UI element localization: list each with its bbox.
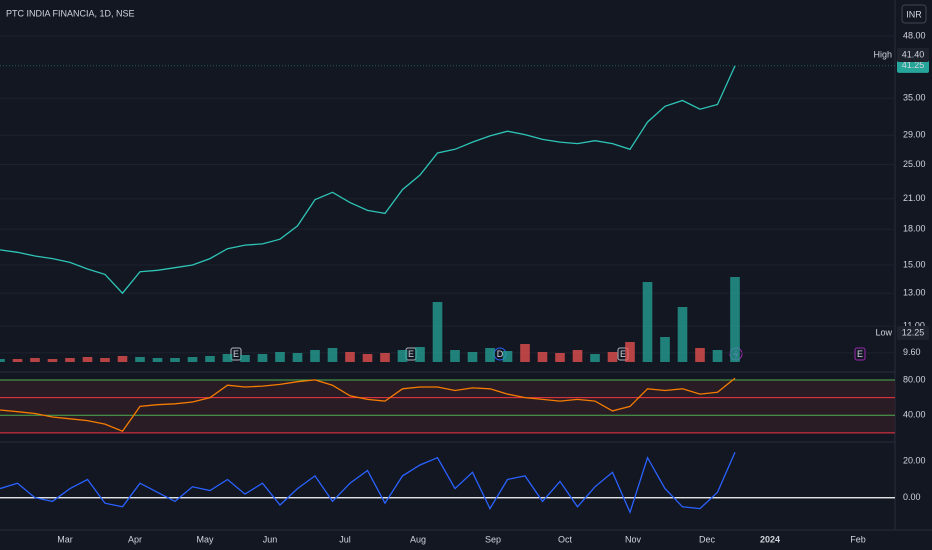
volume-bar — [117, 356, 128, 362]
marker-box — [897, 48, 929, 62]
volume-bar — [677, 307, 688, 362]
x-tick-label: Jul — [339, 534, 351, 544]
last-price-label: 41.25 — [902, 60, 925, 70]
volume-bar — [65, 358, 75, 362]
volume-bar — [0, 359, 5, 362]
volume-bar — [292, 353, 303, 362]
volume-bar — [30, 358, 40, 362]
currency-box[interactable] — [901, 4, 927, 24]
y-tick-label: 13.00 — [903, 288, 926, 298]
event-label[interactable]: E — [408, 349, 414, 359]
volume-bar — [520, 344, 530, 362]
x-tick-label: 2024 — [760, 534, 780, 544]
y-tick-label: 21.00 — [903, 193, 926, 203]
volume-bar — [590, 354, 600, 362]
volume-bar — [642, 282, 653, 362]
volume-bar — [47, 359, 58, 362]
y-tick-label: 15.00 — [903, 259, 926, 269]
volume-bar — [625, 342, 635, 362]
rsi-band — [0, 379, 895, 433]
price-line — [0, 65, 736, 295]
volume-bar — [100, 358, 110, 362]
volume-bar — [712, 350, 723, 362]
volume-bar — [82, 357, 93, 362]
chart-title: PTC INDIA FINANCIA, 1D, NSE — [6, 8, 135, 18]
volume-bar — [502, 351, 513, 362]
marker-name: Low — [875, 327, 892, 337]
marker-value: 12.25 — [902, 327, 925, 337]
volume-bar — [695, 348, 705, 362]
event-label[interactable]: D — [497, 349, 504, 359]
y-tick-label: 40.00 — [903, 410, 926, 420]
volume-bar — [730, 277, 740, 362]
event-box[interactable] — [854, 347, 866, 361]
rsi-line — [0, 377, 736, 432]
y-tick-label: 20.00 — [903, 456, 926, 466]
y-tick-label: 11.00 — [903, 320, 925, 330]
volume-bar — [327, 348, 338, 362]
currency[interactable]: INR — [906, 9, 922, 19]
event-label[interactable]: E — [233, 349, 239, 359]
volume-bar — [572, 350, 583, 362]
y-tick-label: 0.00 — [903, 492, 921, 502]
x-tick-label: Sep — [485, 534, 501, 544]
volume-bar — [152, 358, 163, 362]
volume-bar — [380, 353, 390, 362]
volume-bar — [397, 350, 408, 362]
oscillator-line — [0, 452, 736, 515]
x-tick-label: May — [196, 534, 214, 544]
x-tick-label: Jun — [263, 534, 278, 544]
x-tick-label: Feb — [850, 534, 866, 544]
marker-name: High — [873, 49, 892, 59]
volume-bar — [467, 352, 478, 362]
volume-bar — [170, 358, 180, 362]
volume-bar — [555, 353, 565, 362]
volume-bar — [310, 350, 320, 362]
volume-bar — [660, 337, 670, 362]
y-tick-label: 18.00 — [903, 223, 926, 233]
x-tick-label: Nov — [625, 534, 642, 544]
volume-bar — [12, 359, 23, 362]
marker-value: 41.40 — [902, 49, 925, 59]
x-tick-label: Oct — [558, 534, 573, 544]
volume-bar — [135, 357, 145, 362]
volume-bar — [187, 357, 198, 362]
last-price-box — [897, 58, 929, 73]
y-tick-label: 35.00 — [903, 93, 926, 103]
volume-bar — [257, 354, 268, 362]
volume-bar — [205, 356, 215, 362]
volume-bar — [415, 347, 425, 362]
volume-bar — [222, 354, 233, 362]
volume-bar — [485, 348, 495, 362]
y-tick-label: 9.60 — [903, 347, 921, 357]
x-tick-label: Mar — [57, 534, 73, 544]
volume-bar — [275, 352, 285, 362]
y-tick-label: 80.00 — [903, 374, 926, 384]
y-tick-label: 29.00 — [903, 130, 926, 140]
marker-box — [897, 326, 929, 340]
volume-bar — [432, 302, 443, 362]
volume-bar — [345, 352, 355, 362]
x-tick-label: Apr — [128, 534, 142, 544]
x-tick-label: Dec — [699, 534, 716, 544]
y-tick-label: 25.00 — [903, 159, 926, 169]
volume-bar — [362, 354, 373, 362]
volume-bar — [537, 352, 548, 362]
volume-bar — [240, 355, 250, 362]
x-tick-label: Aug — [410, 534, 426, 544]
event-label[interactable]: E — [620, 349, 626, 359]
event-label[interactable]: E — [857, 349, 863, 359]
y-tick-label: 48.00 — [903, 30, 926, 40]
volume-bar — [607, 352, 618, 362]
volume-bar — [450, 350, 460, 362]
